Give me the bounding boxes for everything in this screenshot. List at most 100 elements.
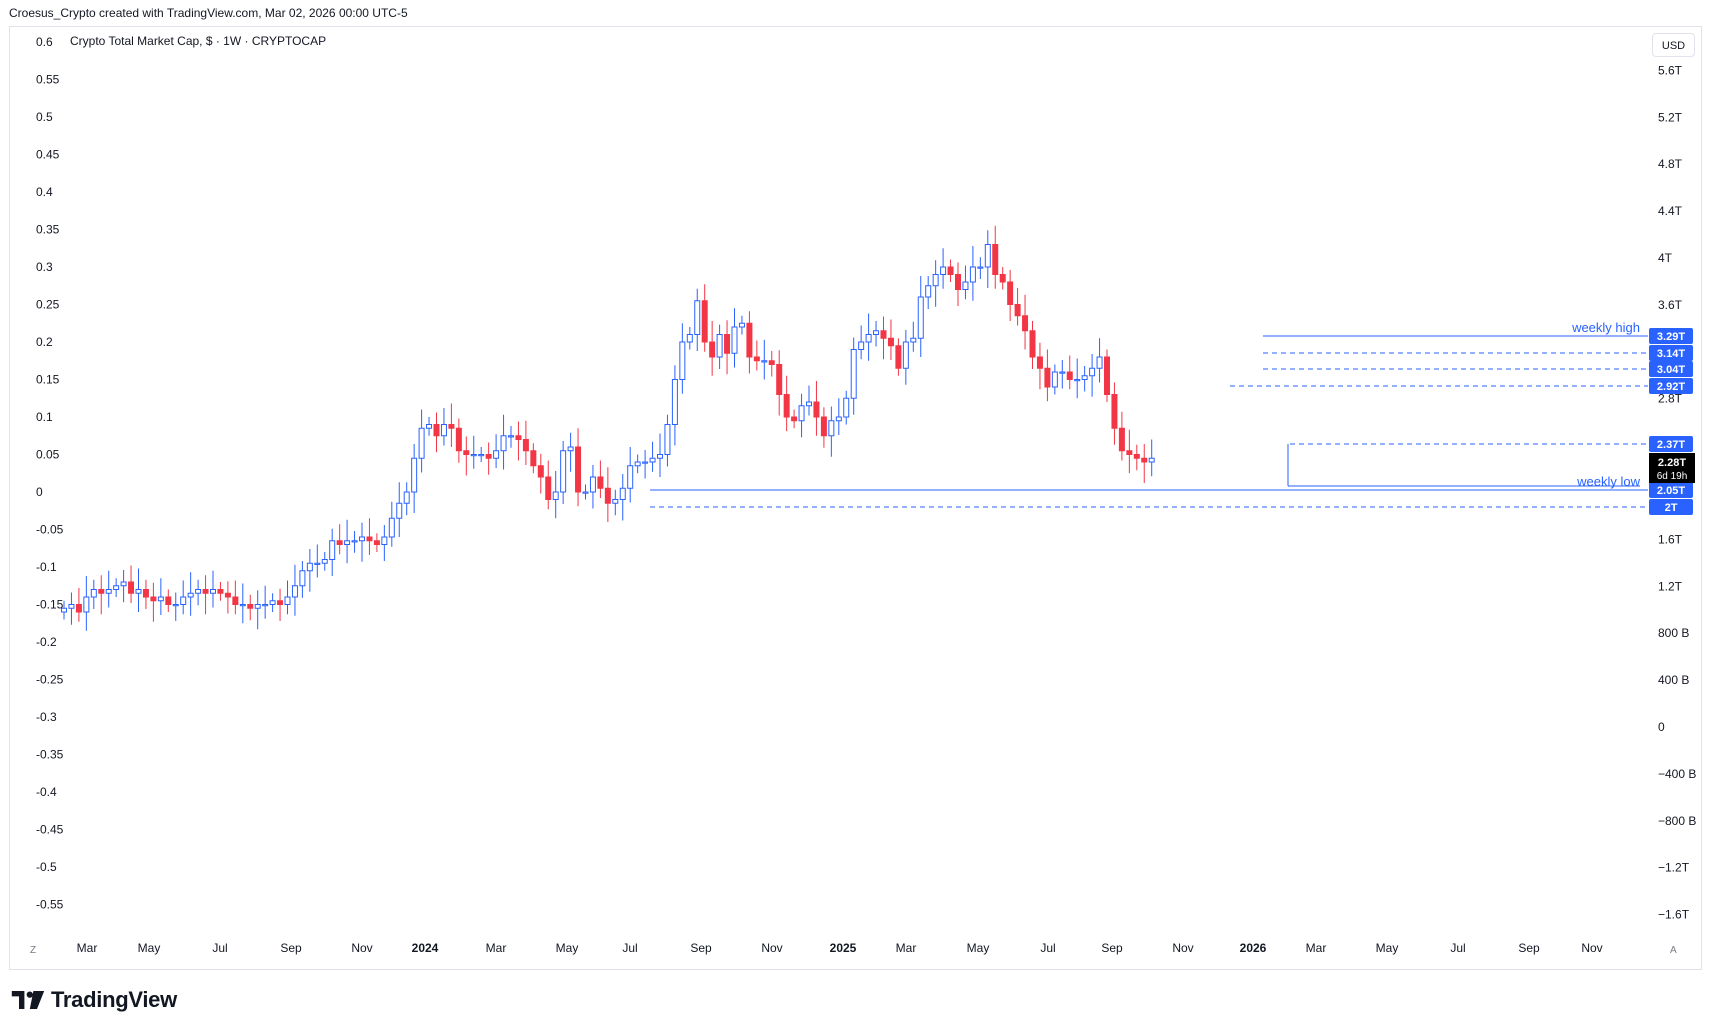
time-axis-tick: Nov: [761, 941, 782, 955]
candle-body: [478, 454, 485, 457]
candle-body: [1148, 457, 1155, 463]
last-price-countdown: 6d 19h: [1657, 471, 1688, 482]
right-axis-tick: 1.6T: [1658, 532, 1683, 546]
left-axis-tick: 0.2: [36, 335, 53, 349]
candle-body: [373, 540, 380, 545]
left-axis-tick: 0.55: [36, 73, 60, 87]
candle-body: [925, 285, 932, 298]
right-axis-tick: 4.8T: [1658, 157, 1683, 171]
candle-body: [321, 559, 328, 564]
level-price-label: 2T: [1665, 502, 1678, 514]
left-axis-tick: 0.35: [36, 223, 60, 237]
zoom-button[interactable]: Z: [30, 945, 37, 956]
tradingview-footer[interactable]: TradingView: [11, 987, 177, 1013]
candle-body: [262, 604, 269, 607]
candle-body: [1044, 367, 1051, 388]
candle-body: [813, 401, 820, 418]
time-axis-tick: May: [1376, 941, 1399, 955]
candle-body: [1111, 394, 1118, 429]
candle-body: [798, 405, 805, 422]
level-price-label: 3.04T: [1657, 364, 1685, 376]
time-axis-tick: Sep: [690, 941, 712, 955]
candle-body: [895, 345, 902, 369]
candle-body: [83, 596, 90, 613]
left-axis-tick: 0.5: [36, 110, 53, 124]
right-axis-tick: 4.4T: [1658, 204, 1683, 218]
candle-body: [694, 300, 701, 335]
candle-body: [597, 476, 604, 489]
candle-body: [522, 439, 529, 452]
candle-body: [776, 364, 783, 395]
left-axis-tick: -0.2: [36, 635, 57, 649]
candle-body: [843, 397, 850, 418]
left-axis-tick: 0.1: [36, 410, 53, 424]
left-axis-tick: -0.4: [36, 785, 57, 799]
candle-body: [753, 356, 760, 362]
auto-scale-button[interactable]: A: [1670, 945, 1677, 956]
candle-body: [247, 604, 254, 609]
candle-body: [403, 491, 410, 504]
candle-body: [1118, 427, 1125, 452]
candle-body: [180, 596, 187, 605]
candle-body: [142, 589, 149, 598]
candle-body: [530, 450, 537, 467]
candle-body: [947, 266, 954, 275]
time-axis-tick: Jul: [1040, 941, 1055, 955]
candle-body: [575, 446, 582, 493]
candle-body: [992, 244, 999, 275]
candle-body: [1051, 371, 1058, 388]
candle-body: [984, 244, 991, 268]
left-axis-tick: -0.55: [36, 898, 64, 912]
candle-body: [545, 476, 552, 500]
candle-body: [426, 424, 433, 429]
time-axis-tick: Jul: [622, 941, 637, 955]
candle-body: [1022, 315, 1029, 332]
right-axis-tick: 4T: [1658, 251, 1673, 265]
level-price-label-bg: [1649, 436, 1693, 452]
candle-body: [582, 491, 589, 494]
candle-body: [291, 585, 298, 598]
candle-body: [306, 562, 313, 572]
candle-body: [887, 337, 894, 347]
candle-body: [1104, 356, 1110, 395]
candle-body: [195, 589, 202, 594]
candle-body: [731, 326, 738, 354]
right-axis-tick: 400 B: [1658, 673, 1689, 687]
right-axis-tick: 2.8T: [1658, 392, 1683, 406]
candle-body: [649, 457, 656, 463]
candle-body: [351, 540, 358, 543]
candle-body: [828, 420, 835, 437]
candle-body: [1014, 304, 1021, 317]
candle-body: [493, 450, 500, 459]
left-axis-tick: -0.25: [36, 673, 64, 687]
candle-body: [224, 592, 231, 598]
candle-body: [537, 465, 544, 478]
candle-body: [98, 589, 105, 594]
candle-body: [232, 596, 239, 605]
candle-body: [686, 334, 693, 343]
time-axis-tick: May: [556, 941, 579, 955]
candle-body: [664, 424, 671, 455]
right-axis-tick: −1.2T: [1658, 861, 1690, 875]
time-axis-tick: Sep: [280, 941, 302, 955]
candle-body: [359, 536, 365, 542]
chart-frame: [9, 26, 1702, 970]
candle-body: [381, 536, 388, 545]
left-axis-tick: -0.5: [36, 860, 57, 874]
candle-body: [455, 427, 462, 452]
candle-body: [969, 266, 976, 283]
candle-body: [768, 360, 775, 365]
candle-body: [1133, 454, 1140, 459]
candle-body: [411, 457, 418, 493]
time-axis-tick: 2026: [1240, 941, 1267, 955]
left-axis-tick: 0: [36, 485, 43, 499]
left-axis-tick: -0.35: [36, 748, 64, 762]
currency-button[interactable]: USD: [1652, 33, 1695, 57]
left-axis-tick: -0.15: [36, 598, 64, 612]
candle-body: [1074, 379, 1081, 382]
candle-body: [269, 600, 276, 605]
candle-body: [254, 604, 261, 609]
candle-body: [210, 589, 216, 594]
candle-body: [873, 330, 880, 335]
